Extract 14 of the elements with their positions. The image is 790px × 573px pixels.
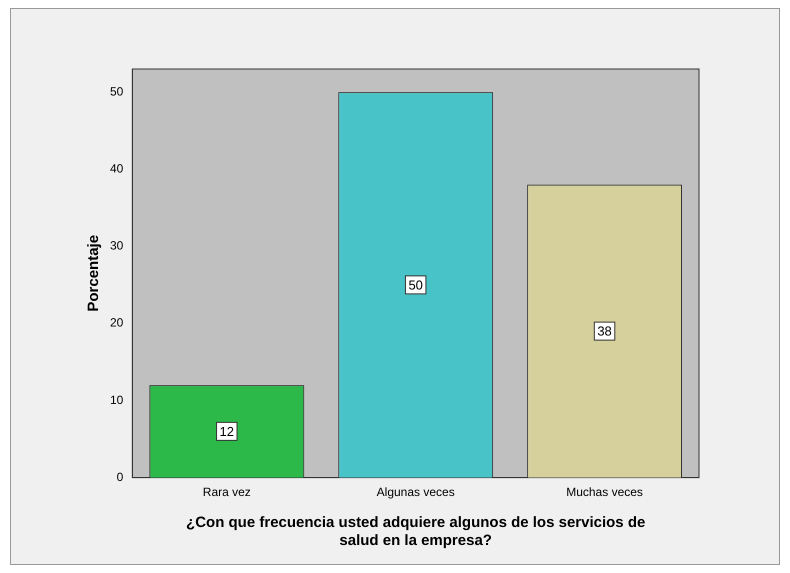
y-tick-label: 0 xyxy=(116,470,124,484)
x-tick-label: Rara vez xyxy=(202,485,251,500)
y-tick-label: 50 xyxy=(110,84,124,98)
x-tick-label: Muchas veces xyxy=(566,485,643,500)
data-label: 12 xyxy=(220,424,234,439)
data-label: 38 xyxy=(597,324,612,339)
x-axis-title: ¿Con que frecuencia usted adquiere algunos de los servicios de salud en la empresa? xyxy=(186,514,646,550)
y-tick-label: 20 xyxy=(110,316,124,330)
y-tick-label: 30 xyxy=(110,238,124,253)
y-tick-label: 40 xyxy=(110,162,124,176)
y-axis-title: Porcentaje xyxy=(85,234,102,312)
x-tick-label: Algunas veces xyxy=(376,485,455,500)
data-label: 50 xyxy=(408,277,423,292)
y-tick-label: 10 xyxy=(110,392,124,407)
